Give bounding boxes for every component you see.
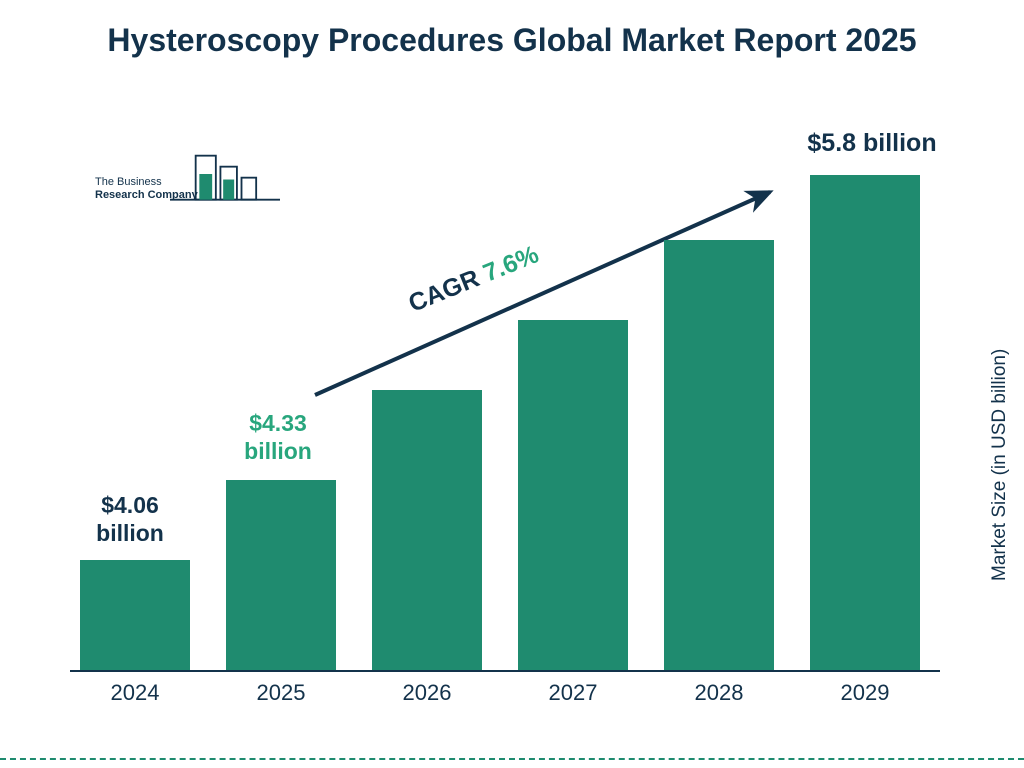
y-axis-label: Market Size (in USD billion) <box>989 301 1011 581</box>
bar-2025 <box>226 480 336 670</box>
x-axis-label: 2024 <box>80 680 190 706</box>
x-axis-label: 2025 <box>226 680 336 706</box>
x-axis-label: 2026 <box>372 680 482 706</box>
bar-2024 <box>80 560 190 670</box>
bottom-dashed-border <box>0 758 1024 760</box>
x-axis-label: 2027 <box>518 680 628 706</box>
bar-2028 <box>664 240 774 670</box>
bar-2029 <box>810 175 920 670</box>
x-axis-line <box>70 670 940 672</box>
chart-container: Hysteroscopy Procedures Global Market Re… <box>0 0 1024 768</box>
value-label-0: $4.06billion <box>70 492 190 547</box>
x-axis-label: 2028 <box>664 680 774 706</box>
bar-2026 <box>372 390 482 670</box>
value-label-1: $4.33billion <box>218 410 338 465</box>
bar-2027 <box>518 320 628 670</box>
value-label-2: $5.8 billion <box>772 128 972 158</box>
x-axis-label: 2029 <box>810 680 920 706</box>
